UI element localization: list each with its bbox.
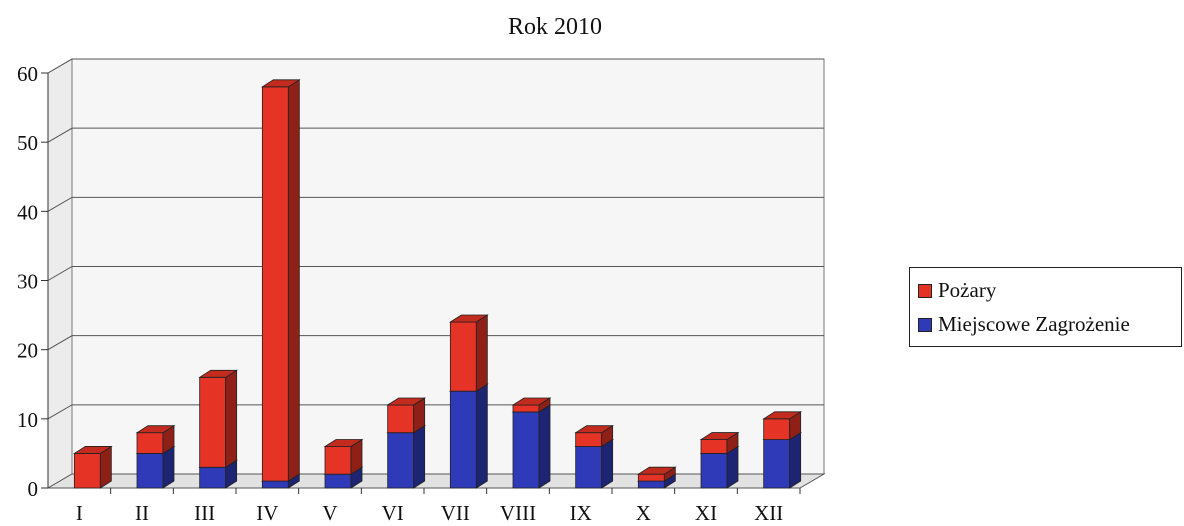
bar-pozary-i xyxy=(73,453,101,489)
bar-pozary-vii-side xyxy=(475,314,488,392)
bar-pozary-vi-top xyxy=(386,397,427,406)
gridline xyxy=(47,58,824,74)
bar-pozary-i-top xyxy=(72,446,113,454)
bar-pozary-iv-top xyxy=(260,79,301,88)
bar-miejscowe-x xyxy=(637,480,665,489)
bar-pozary-vi xyxy=(387,404,415,434)
legend: Pożary Miejscowe Zagrożenie xyxy=(909,267,1182,347)
bar-pozary-viii-top xyxy=(511,397,552,406)
legend-item-miejscowe: Miejscowe Zagrożenie xyxy=(918,312,1130,337)
bar-pozary-iv-side xyxy=(287,79,300,482)
legend-label-miejscowe: Miejscowe Zagrożenie xyxy=(938,312,1130,336)
bar-pozary-xi-top xyxy=(699,432,740,440)
gridline xyxy=(47,335,824,351)
bar-pozary-v-top xyxy=(323,439,364,447)
bar-pozary-ix-top xyxy=(574,425,615,434)
bar-miejscowe-iii xyxy=(199,466,227,489)
bar-pozary-iii-side xyxy=(225,369,238,468)
gridline xyxy=(47,266,824,281)
x-tick-label: VII xyxy=(441,501,470,525)
bar-pozary-iii-top xyxy=(198,369,239,378)
bar-miejscowe-xi xyxy=(700,453,728,489)
gridline xyxy=(47,404,824,420)
bar-miejscowe-xii xyxy=(763,439,791,489)
x-tick-label: IX xyxy=(570,501,592,525)
legend-swatch-pozary xyxy=(918,283,932,298)
x-tick-label: VIII xyxy=(500,501,536,525)
x-tick-label: IV xyxy=(256,501,278,525)
bar-pozary-xii xyxy=(763,418,791,440)
x-tick-label: V xyxy=(322,501,337,525)
chart-title: Rok 2010 xyxy=(507,14,602,40)
bar-miejscowe-xii-side xyxy=(789,431,802,489)
bar-miejscowe-viii-side xyxy=(538,404,551,489)
bar-miejscowe-vii-side xyxy=(475,383,488,489)
bar-miejscowe-vi xyxy=(387,432,415,489)
y-tick-label: 10 xyxy=(17,408,38,432)
bar-pozary-ix xyxy=(575,432,603,447)
bar-miejscowe-viii xyxy=(512,411,540,489)
bar-miejscowe-v xyxy=(324,473,352,489)
bar-pozary-ii xyxy=(136,432,164,454)
bar-miejscowe-ii xyxy=(136,453,164,489)
x-tick-label: XI xyxy=(695,501,717,525)
x-tick-label: I xyxy=(76,501,83,525)
x-tick-label: X xyxy=(636,501,651,525)
bar-miejscowe-iv xyxy=(261,480,289,489)
bar-pozary-x xyxy=(637,473,665,482)
y-tick-label: 60 xyxy=(17,62,38,86)
y-tick-label: 40 xyxy=(17,200,38,224)
x-tick-label: XII xyxy=(754,501,783,525)
x-tick-label: III xyxy=(194,501,215,525)
y-tick-label: 30 xyxy=(17,270,38,294)
y-tick-label: 0 xyxy=(28,477,39,501)
legend-label-pozary: Pożary xyxy=(938,278,997,302)
bar-pozary-v xyxy=(324,446,352,475)
bar-miejscowe-ix-side xyxy=(601,438,614,489)
bar-pozary-ii-top xyxy=(135,425,176,434)
y-tick-label: 50 xyxy=(17,131,38,155)
x-tick-label: VI xyxy=(382,501,404,525)
bar-pozary-xii-top xyxy=(762,411,803,420)
gridline xyxy=(47,127,824,143)
bar-miejscowe-ix xyxy=(575,446,603,489)
bar-pozary-iii xyxy=(199,376,227,468)
bar-pozary-xi xyxy=(700,439,728,454)
y-tick-label: 20 xyxy=(17,339,38,363)
x-tick-label: II xyxy=(135,501,149,525)
legend-item-pozary: Pożary xyxy=(918,278,996,303)
bar-pozary-x-top xyxy=(636,466,677,475)
bar-pozary-viii xyxy=(512,404,540,413)
gridline xyxy=(47,196,824,212)
bar-miejscowe-vi-side xyxy=(413,424,426,489)
bar-pozary-vii-top xyxy=(448,314,489,323)
bar-pozary-vii xyxy=(449,321,477,392)
legend-swatch-miejscowe xyxy=(918,317,932,332)
bar-miejscowe-vii xyxy=(449,390,477,489)
bar-pozary-iv xyxy=(261,86,289,482)
